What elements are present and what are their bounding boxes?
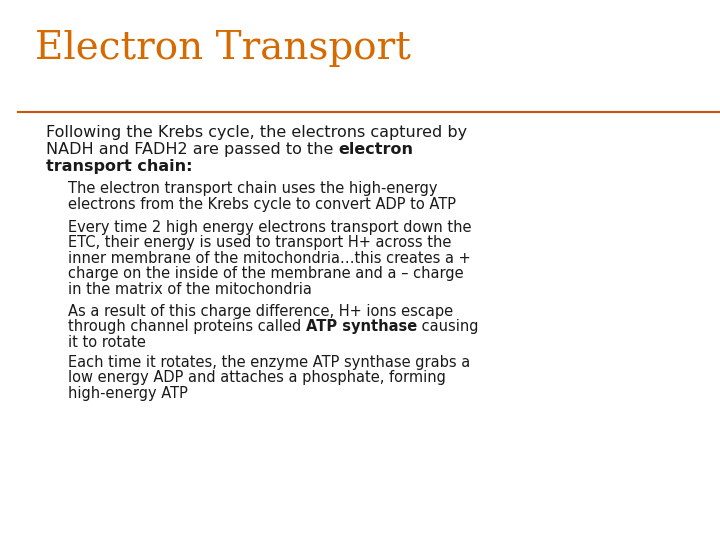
Text: it to rotate: it to rotate (68, 335, 146, 349)
Text: Every time 2 high energy electrons transport down the: Every time 2 high energy electrons trans… (68, 220, 472, 235)
Text: Each time it rotates, the enzyme ATP synthase grabs a: Each time it rotates, the enzyme ATP syn… (68, 355, 470, 370)
Text: The electron transport chain uses the high-energy: The electron transport chain uses the hi… (68, 181, 438, 196)
Text: NADH and FADH2 are passed to the: NADH and FADH2 are passed to the (46, 142, 338, 157)
Text: As a result of this charge difference, H+ ions escape: As a result of this charge difference, H… (68, 303, 453, 319)
Text: Following the Krebs cycle, the electrons captured by: Following the Krebs cycle, the electrons… (46, 125, 467, 140)
Text: ETC, their energy is used to transport H+ across the: ETC, their energy is used to transport H… (68, 235, 451, 251)
Text: in the matrix of the mitochondria: in the matrix of the mitochondria (68, 282, 312, 297)
Text: Electron Transport: Electron Transport (35, 30, 411, 67)
Text: ATP synthase: ATP synthase (306, 319, 417, 334)
Text: inner membrane of the mitochondria…this creates a +: inner membrane of the mitochondria…this … (68, 251, 471, 266)
Text: causing: causing (417, 319, 479, 334)
Text: electrons from the Krebs cycle to convert ADP to ATP: electrons from the Krebs cycle to conver… (68, 197, 456, 212)
Text: high-energy ATP: high-energy ATP (68, 386, 188, 401)
Text: through channel proteins called: through channel proteins called (68, 319, 306, 334)
Text: low energy ADP and attaches a phosphate, forming: low energy ADP and attaches a phosphate,… (68, 370, 446, 385)
Text: transport chain:: transport chain: (46, 159, 192, 174)
Text: electron: electron (338, 142, 413, 157)
Text: charge on the inside of the membrane and a – charge: charge on the inside of the membrane and… (68, 266, 464, 281)
